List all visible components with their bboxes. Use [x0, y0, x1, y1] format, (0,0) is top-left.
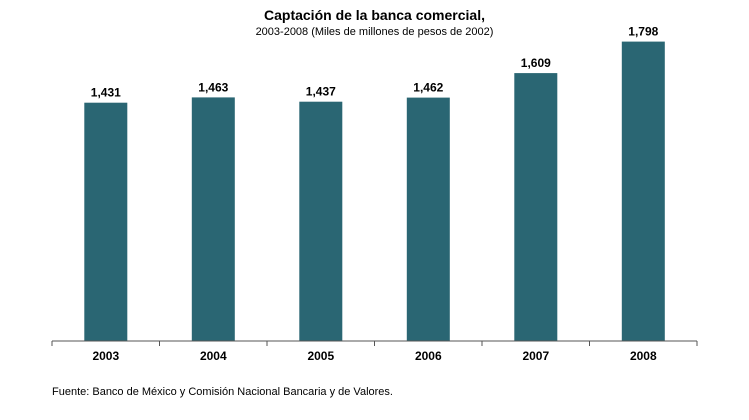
value-label-2003: 1,431: [91, 86, 121, 100]
value-label-2004: 1,463: [198, 80, 228, 94]
bar-2007: [514, 73, 558, 341]
bar-2005: [299, 101, 343, 341]
x-tick-label-2003: 2003: [92, 349, 119, 363]
chart-subtitle: 2003-2008 (Miles de millones de pesos de…: [255, 26, 494, 38]
x-tick-label-2005: 2005: [307, 349, 334, 363]
ticks-layer: [51, 341, 698, 346]
chart-title: Captación de la banca comercial,: [264, 7, 485, 23]
value-label-2008: 1,798: [628, 25, 658, 39]
bar-2003: [84, 102, 128, 341]
bars-layer: [84, 41, 665, 342]
labels-layer: 1,431 2003 1,463 2004 1,437 2005 1,462 2006 1,60…: [91, 25, 659, 363]
x-tick-label-2008: 2008: [630, 349, 657, 363]
x-tick-label-2006: 2006: [415, 349, 442, 363]
x-tick-label-2007: 2007: [522, 349, 549, 363]
bar-2004: [191, 97, 235, 342]
x-tick-label-2004: 2004: [200, 349, 227, 363]
value-label-2005: 1,437: [306, 85, 336, 99]
source-note: Fuente: Banco de México y Comisión Nacio…: [52, 386, 393, 398]
bar-2006: [406, 97, 450, 341]
bar-2008: [621, 41, 665, 341]
value-label-2007: 1,609: [521, 56, 551, 70]
value-label-2006: 1,462: [413, 81, 443, 95]
